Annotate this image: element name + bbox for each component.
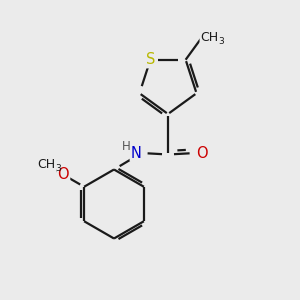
Text: 3: 3 xyxy=(56,164,61,173)
Text: 3: 3 xyxy=(219,37,224,46)
Text: O: O xyxy=(58,167,69,182)
Text: CH: CH xyxy=(38,158,56,172)
Text: S: S xyxy=(146,52,155,67)
Text: O: O xyxy=(196,146,208,160)
Text: N: N xyxy=(131,146,142,160)
Text: H: H xyxy=(122,140,130,153)
Text: CH: CH xyxy=(201,31,219,44)
